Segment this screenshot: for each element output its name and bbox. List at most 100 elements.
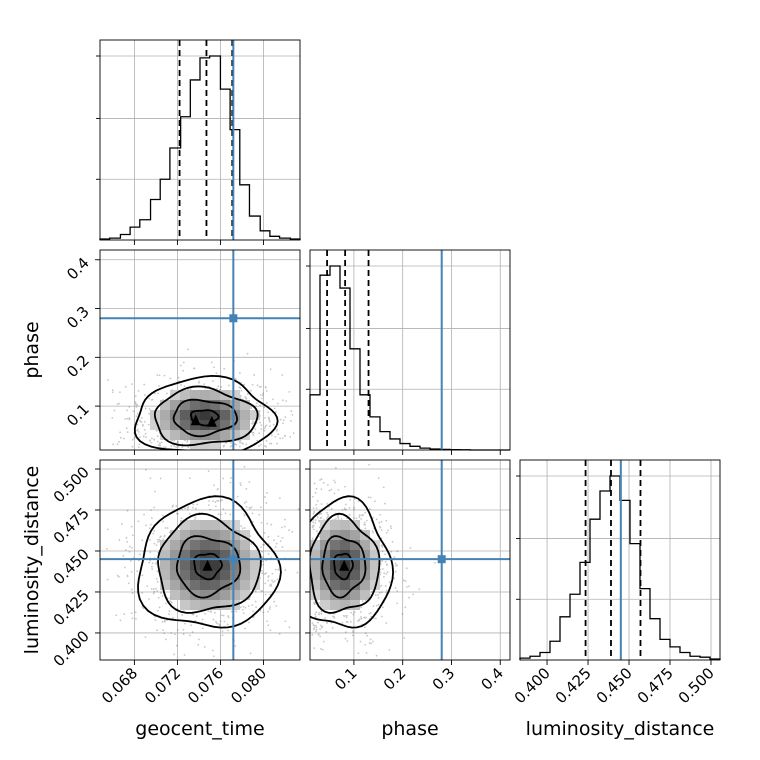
sample-point: [313, 602, 315, 605]
sample-point: [148, 527, 151, 530]
sample-point: [313, 482, 316, 485]
sample-point: [170, 445, 173, 448]
sample-point: [130, 570, 133, 573]
density-bin: [210, 530, 220, 540]
sample-point: [389, 525, 392, 528]
sample-point: [357, 619, 360, 622]
sample-point: [253, 374, 256, 376]
density-bin: [210, 430, 220, 440]
sample-point: [171, 439, 174, 442]
sample-point: [341, 509, 344, 511]
sample-point: [312, 524, 315, 527]
sample-point: [149, 539, 151, 541]
sample-point: [317, 633, 320, 636]
sample-point: [262, 394, 264, 397]
sample-point: [288, 529, 290, 532]
sample-point: [141, 592, 144, 594]
density-bin: [240, 570, 250, 580]
density-bin: [200, 520, 210, 530]
sample-point: [230, 442, 232, 444]
sample-point: [259, 394, 262, 396]
sample-point: [353, 517, 355, 520]
sample-point: [165, 619, 168, 622]
sample-point: [364, 511, 367, 514]
sample-point: [375, 604, 378, 607]
sample-point: [254, 428, 257, 430]
sample-point: [128, 417, 131, 419]
sample-point: [277, 433, 280, 436]
sample-point: [393, 577, 395, 580]
sample-point: [186, 508, 189, 511]
sample-point: [359, 671, 361, 673]
density-bin: [350, 570, 360, 580]
y-tick-label: 0.425: [50, 586, 93, 629]
sample-point: [312, 521, 314, 523]
sample-point: [124, 386, 127, 388]
sample-point: [157, 444, 160, 447]
density-bin: [360, 580, 370, 590]
sample-point: [222, 445, 225, 448]
sample-point: [271, 579, 273, 582]
sample-point: [264, 593, 267, 596]
sample-point: [123, 437, 125, 440]
sample-point: [386, 571, 389, 574]
density-bin: [230, 580, 240, 590]
x-axis-label-luminosity-distance: luminosity_distance: [526, 718, 715, 740]
sample-point: [207, 470, 210, 473]
sample-point: [250, 406, 252, 409]
sample-point: [212, 649, 214, 652]
sample-point: [331, 626, 334, 629]
sample-point: [136, 570, 139, 572]
panel-frame: [99, 249, 301, 451]
density-bin: [200, 600, 210, 610]
sample-point: [196, 503, 199, 506]
sample-point: [394, 587, 397, 589]
sample-point: [326, 622, 329, 624]
sample-point: [239, 395, 242, 397]
sample-point: [183, 654, 186, 656]
sample-point: [126, 409, 129, 412]
sample-point: [132, 410, 135, 413]
contour-level-4: [333, 552, 354, 581]
sample-point: [186, 506, 189, 509]
sample-point: [131, 592, 134, 594]
sample-point: [156, 374, 159, 376]
density-bin: [330, 530, 340, 540]
y-tick-label: 0.400: [50, 627, 93, 670]
sample-point: [120, 523, 123, 525]
sample-point: [252, 420, 254, 423]
density-bin: [350, 540, 360, 550]
sample-point: [374, 594, 377, 597]
sample-point: [344, 485, 346, 488]
x-axis-label-geocent-time: geocent_time: [135, 718, 264, 740]
sample-point: [336, 515, 339, 518]
histogram-frame: [309, 249, 511, 451]
sample-point: [240, 525, 243, 527]
sample-point: [144, 636, 147, 639]
sample-point: [113, 409, 116, 412]
sample-point: [133, 436, 136, 439]
sample-point: [126, 509, 129, 512]
sample-point: [139, 420, 142, 423]
sample-point: [387, 529, 389, 532]
density-bin: [310, 570, 320, 580]
sample-point: [291, 530, 294, 533]
x-tick-label: 0.1: [331, 664, 361, 694]
sample-point: [334, 466, 337, 469]
sample-point: [183, 385, 186, 388]
sample-point: [251, 422, 254, 425]
density-bin: [340, 600, 350, 610]
density-bin: [170, 560, 180, 570]
sample-point: [156, 629, 159, 632]
sample-point: [130, 525, 133, 528]
sample-point: [165, 602, 167, 605]
hist-grid: [520, 460, 720, 660]
sample-point: [265, 402, 268, 404]
sample-point: [139, 436, 141, 439]
contour-level-1: [133, 374, 279, 450]
sample-point: [381, 544, 384, 547]
sample-point: [264, 386, 267, 389]
sample-point: [222, 614, 225, 617]
sample-point: [282, 419, 285, 422]
sample-point: [260, 521, 263, 524]
